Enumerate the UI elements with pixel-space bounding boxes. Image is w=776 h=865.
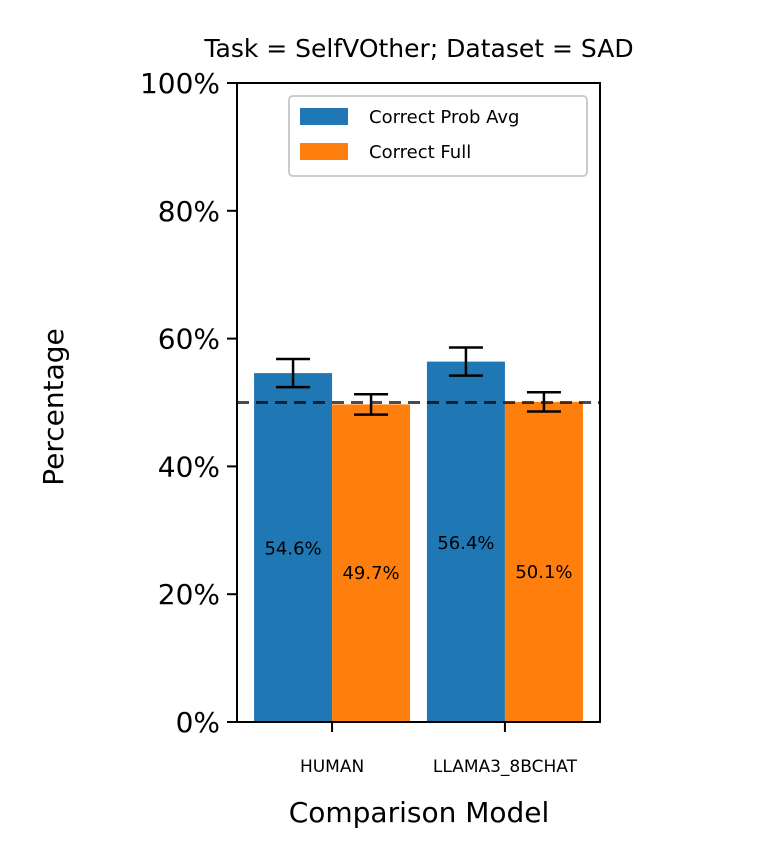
- legend-swatch-correct-prob-avg: [300, 108, 348, 125]
- x-tick-label: LLAMA3_8BCHAT: [433, 757, 578, 777]
- legend: Correct Prob Avg Correct Full: [288, 95, 588, 177]
- y-tick-label: 0%: [176, 706, 220, 739]
- bar-correct-prob-avg-human: [254, 373, 333, 722]
- plot-frame: [236, 82, 601, 723]
- y-axis: 0% 20% 40% 60% 80% 100%: [140, 67, 237, 739]
- data-label: 49.7%: [342, 563, 399, 584]
- data-label: 50.1%: [515, 562, 572, 583]
- plot-area: 54.6% 56.4% 49.7% 50.1%: [237, 346, 600, 722]
- legend-label-correct-prob-avg: Correct Prob Avg: [369, 107, 519, 128]
- bar-correct-prob-avg-llama3-8bchat: [426, 361, 505, 722]
- y-tick-label: 20%: [158, 578, 220, 611]
- chart-title: Task = SelfVOther; Dataset = SAD: [203, 34, 633, 63]
- legend-box: [288, 95, 588, 177]
- x-tick-label: HUMAN: [300, 757, 364, 777]
- legend-swatch-correct-full: [300, 143, 348, 160]
- y-tick-label: 60%: [158, 323, 220, 356]
- error-bar: [448, 346, 483, 377]
- legend-label-correct-full: Correct Full: [369, 142, 471, 163]
- y-tick-label: 40%: [158, 450, 220, 483]
- data-label: 54.6%: [264, 539, 321, 560]
- y-tick-label: 100%: [140, 67, 220, 100]
- y-axis-label: Percentage: [37, 328, 70, 486]
- bar-correct-full-llama3-8bchat: [504, 401, 583, 722]
- error-bar: [276, 357, 311, 389]
- x-axis-label: Comparison Model: [289, 796, 550, 829]
- y-tick-label: 80%: [158, 195, 220, 228]
- error-bar: [526, 391, 561, 413]
- x-axis: HUMAN LLAMA3_8BCHAT: [300, 722, 578, 777]
- error-bar: [354, 392, 389, 416]
- bar-correct-full-human: [332, 404, 411, 722]
- data-label: 56.4%: [437, 533, 494, 554]
